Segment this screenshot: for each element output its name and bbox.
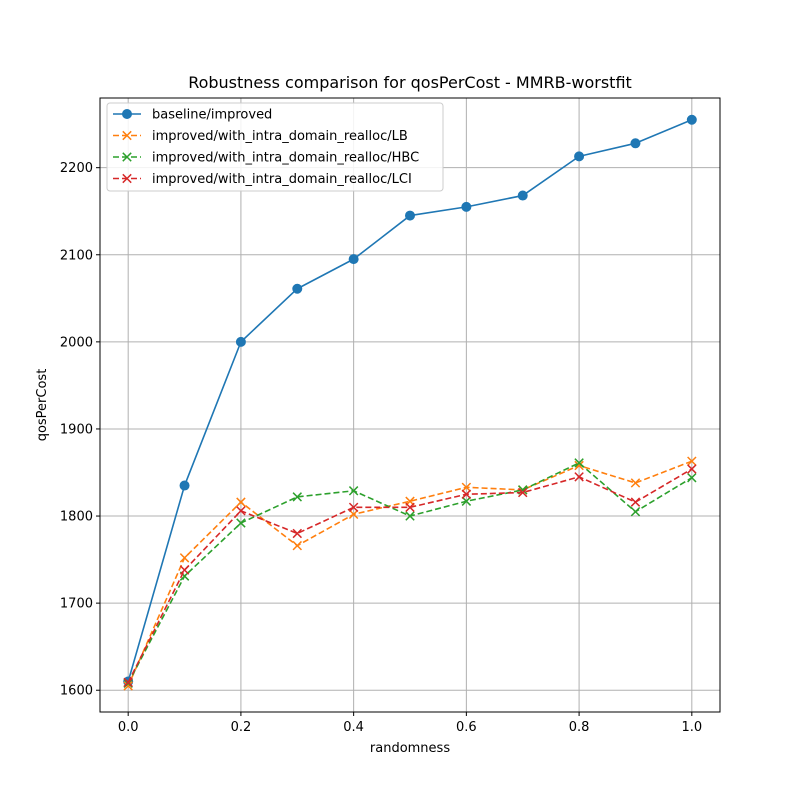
series-4-point [123,677,133,688]
series-3-point [348,486,359,496]
series-4-line [127,468,693,683]
series-4-point [630,497,641,507]
series-1-point [405,210,415,221]
series-4-point [179,565,190,575]
series-2-point [461,482,472,493]
series-4-point [687,464,697,474]
series-2 [123,456,697,691]
series-2-point [687,456,697,466]
legend-marker [122,109,132,119]
y-tick-label: 2100 [60,248,93,263]
series-4-point [292,528,303,539]
series-1-point [630,138,641,149]
series-4-point [574,472,584,482]
x-axis-label: randomness [370,741,450,756]
series-3-point [630,506,641,517]
series-2-point [348,509,359,520]
series-4-point [461,489,472,500]
series-2-point [630,478,641,488]
x-tick-label: 0.6 [456,720,477,735]
legend-entry: baseline/improved [113,108,272,123]
series-1-point [179,480,190,491]
chart-title: Robustness comparison for qosPerCost - M… [188,73,632,92]
legend-entry: improved/with_intra_domain_realloc/HBC [113,151,419,166]
y-tick-label: 2000 [60,335,93,350]
legend-entry: improved/with_intra_domain_realloc/LCI [113,172,412,187]
series-4 [123,464,697,688]
series-3-point [236,518,246,528]
x-tick-label: 0.4 [343,720,364,735]
series-2-point [292,540,303,551]
plot-series [123,114,697,691]
legend-box [106,102,444,192]
series-1-point [292,283,303,294]
y-tick-label: 1600 [60,684,93,699]
series-2-point [574,460,584,471]
x-tick-label: 0.8 [569,720,590,735]
legend-marker [122,173,132,184]
series-1-point [348,254,359,265]
series-3-point [687,472,697,483]
series-4-point [405,502,415,513]
series-3-point [292,492,303,502]
legend-label: improved/with_intra_domain_realloc/HBC [152,151,419,166]
y-axis-label: qosPerCost [35,369,50,442]
legend: baseline/improved improved/with_intra_dom… [106,102,444,192]
series-4-point [348,502,359,513]
series-1-point [686,114,697,125]
x-tick-label: 0.2 [231,720,252,735]
legend-label: improved/with_intra_domain_realloc/LB [152,129,408,144]
grid [100,98,720,712]
legend-label: improved/with_intra_domain_realloc/LCI [152,172,412,187]
y-tick-label: 2200 [60,161,93,176]
y-tick-label: 1900 [60,422,93,437]
series-4-point [236,506,246,516]
series-1-point [461,201,472,212]
x-tick-label: 0.0 [118,720,139,735]
series-2-point [179,553,190,563]
x-tick-label: 1.0 [681,720,702,735]
series-2-point [236,497,246,507]
series-3-point [405,511,415,521]
series-1-point [235,336,246,347]
series-3-point [574,458,584,468]
series-2-line [127,460,693,687]
y-tick-label: 1700 [60,597,93,612]
legend-label: baseline/improved [152,108,272,123]
legend-marker [122,152,132,162]
legend-marker [122,130,132,141]
series-1-point [574,151,585,162]
plot-frame [99,97,721,713]
legend-entry: improved/with_intra_domain_realloc/LB [113,129,408,144]
series-1-point [517,190,528,201]
axis-ticks: 0.0 0.2 0.4 0.6 0.8 1.0 1600 1700 1800 1900 2000 21… [60,161,702,735]
series-4-point [517,487,528,498]
series-2-point [123,681,133,691]
y-tick-label: 1800 [60,510,93,525]
series-3-point [461,496,472,506]
